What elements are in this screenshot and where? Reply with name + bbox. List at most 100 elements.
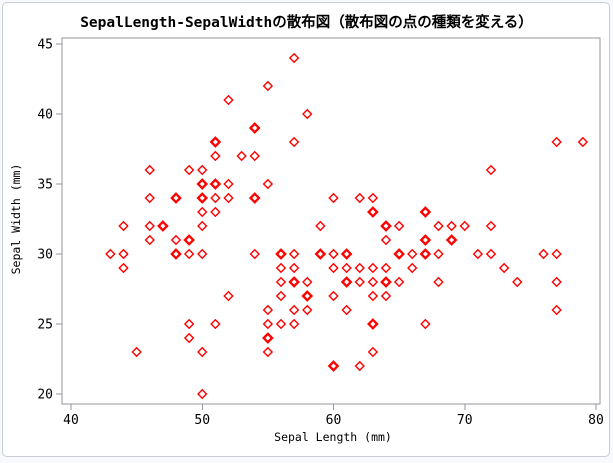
data-point	[248, 122, 261, 134]
data-point	[380, 234, 392, 246]
data-point	[302, 108, 313, 120]
data-point	[288, 248, 300, 260]
data-point	[275, 318, 287, 330]
x-tick-label: 50	[194, 413, 210, 428]
data-point	[197, 220, 208, 232]
x-tick-label: 40	[63, 413, 79, 428]
data-point	[144, 192, 155, 204]
x-tick-label: 80	[588, 413, 604, 428]
data-point	[131, 346, 142, 358]
data-point	[551, 248, 562, 260]
data-point	[433, 248, 444, 260]
data-point	[223, 178, 234, 190]
plot-frame	[61, 37, 601, 405]
data-point	[354, 276, 365, 288]
data-point	[354, 192, 365, 204]
data-point	[288, 262, 300, 274]
data-point	[183, 164, 195, 176]
data-point	[301, 290, 314, 302]
data-point	[420, 318, 431, 330]
data-point	[328, 262, 339, 274]
data-point	[197, 346, 208, 358]
data-point	[380, 290, 392, 302]
data-point	[275, 248, 287, 260]
y-tick-label: 45	[37, 38, 53, 53]
data-point	[209, 136, 222, 148]
data-point	[380, 276, 392, 288]
data-point	[328, 290, 339, 302]
data-point	[393, 276, 405, 288]
x-axis: 40 50 60 70 80	[63, 404, 604, 428]
data-points	[105, 52, 589, 400]
data-point	[288, 52, 300, 64]
data-point	[551, 304, 562, 316]
data-point	[393, 220, 405, 232]
y-tick-label: 30	[37, 248, 53, 263]
data-point	[118, 248, 129, 260]
data-point	[288, 136, 300, 148]
data-point	[210, 318, 221, 330]
data-point	[498, 262, 510, 274]
chart-title: SepalLength-SepalWidthの散布図（散布図の点の種類を変える）	[80, 15, 533, 31]
data-point	[275, 290, 287, 302]
data-point	[183, 234, 195, 246]
data-point	[302, 276, 313, 288]
data-point	[315, 220, 326, 232]
data-point	[551, 136, 562, 148]
data-point	[485, 164, 497, 176]
data-point	[210, 206, 221, 218]
data-point	[170, 234, 182, 246]
data-point	[223, 94, 234, 106]
y-tick-label: 25	[37, 318, 53, 333]
data-point	[367, 346, 379, 358]
data-point	[105, 248, 116, 260]
data-point	[118, 262, 129, 274]
data-point	[433, 276, 444, 288]
data-point	[407, 248, 418, 260]
data-point	[551, 276, 562, 288]
data-point	[367, 192, 379, 204]
data-point	[367, 318, 379, 330]
data-point	[354, 360, 365, 372]
data-point	[288, 276, 300, 288]
data-point	[262, 332, 274, 344]
data-point	[249, 150, 260, 162]
data-point	[341, 304, 352, 316]
x-axis-title: Sepal Length (mm)	[274, 430, 392, 444]
y-tick-label: 20	[37, 388, 53, 403]
data-point	[288, 318, 300, 330]
data-point	[485, 248, 497, 260]
data-point	[144, 220, 155, 232]
data-point	[262, 80, 274, 92]
data-point	[367, 276, 379, 288]
data-point	[118, 220, 129, 232]
y-tick-label: 35	[37, 178, 53, 193]
data-point	[459, 220, 470, 232]
data-point	[328, 192, 339, 204]
data-point	[367, 262, 379, 274]
data-point	[210, 150, 221, 162]
data-point	[340, 248, 353, 260]
y-tick-label: 40	[37, 108, 53, 123]
data-point	[512, 276, 523, 288]
data-point	[262, 304, 274, 316]
data-point	[341, 262, 352, 274]
data-point	[249, 248, 260, 260]
x-tick-label: 60	[326, 413, 342, 428]
data-point	[223, 192, 234, 204]
data-point	[302, 304, 313, 316]
data-point	[170, 248, 182, 260]
data-point	[262, 318, 274, 330]
data-point	[262, 346, 274, 358]
data-point	[262, 178, 274, 190]
data-point	[367, 290, 379, 302]
chart-card	[2, 2, 610, 457]
data-point	[577, 136, 589, 148]
data-point	[393, 248, 405, 260]
data-point	[327, 360, 340, 372]
data-point	[197, 248, 208, 260]
data-point	[209, 178, 222, 190]
y-axis: 20 25 30 35 40 45	[37, 38, 62, 403]
data-point	[419, 234, 432, 246]
